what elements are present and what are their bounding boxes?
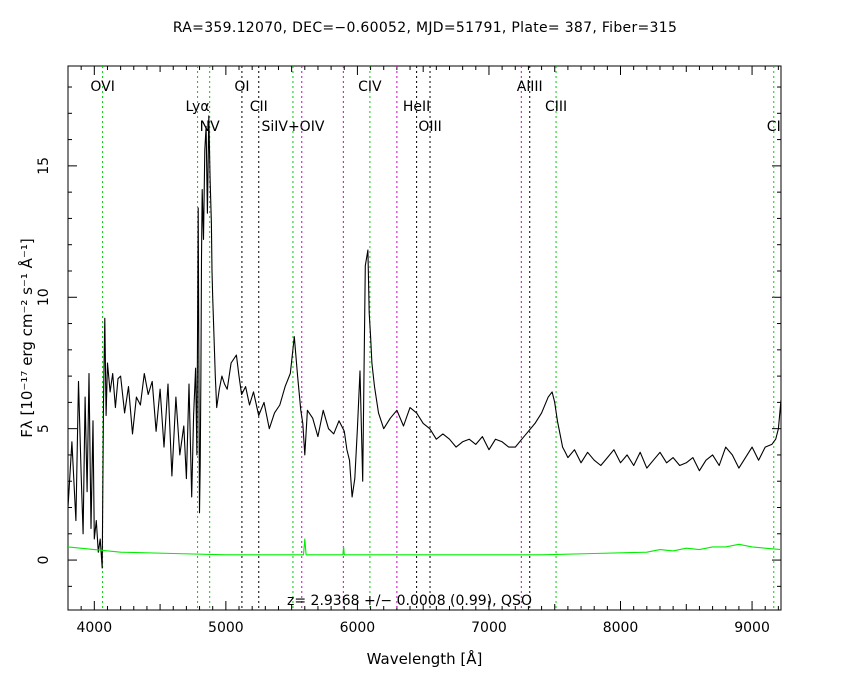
spectral-line-label: Lyα: [186, 99, 210, 115]
y-axis-label: Fλ [10⁻¹⁷ erg cm⁻² s⁻¹ Å⁻¹]: [17, 238, 36, 437]
redshift-annotation: z= 2.9368 +/− 0.0008 (0.99), QSO: [287, 593, 532, 609]
x-tick-label: 7000: [471, 620, 507, 636]
spectral-line-label: HeII: [403, 99, 430, 115]
spectral-line-label: SiIV+OIV: [261, 119, 324, 135]
y-tick-label: 0: [36, 556, 52, 565]
y-tick-label: 15: [36, 157, 52, 175]
spectral-line-label: CIV: [358, 79, 382, 95]
spectral-line-label: CIII: [545, 99, 567, 115]
x-axis-label: Wavelength [Å]: [367, 649, 483, 668]
y-tick-label: 5: [36, 424, 52, 433]
spectral-line-label: OI: [234, 79, 249, 95]
flux-series: [68, 115, 781, 569]
x-tick-label: 5000: [208, 620, 244, 636]
spectral-line-label: OVI: [90, 79, 114, 95]
error-series: [68, 538, 781, 556]
x-tick-label: 9000: [734, 620, 770, 636]
y-tick-label: 10: [36, 288, 52, 306]
plot-frame: [67, 65, 782, 611]
spectral-line-label: NV: [200, 119, 220, 135]
spectral-line-label: OIII: [418, 119, 441, 135]
spectral-line-label: AlIII: [517, 79, 543, 95]
x-tick-label: 8000: [603, 620, 639, 636]
spectral-line-label: CI: [767, 119, 781, 135]
x-tick-label: 6000: [340, 620, 376, 636]
series-group: [68, 115, 781, 569]
spectral-line-label: CII: [250, 99, 268, 115]
x-tick-label: 4000: [76, 620, 112, 636]
chart-title: RA=359.12070, DEC=−0.60052, MJD=51791, P…: [172, 20, 678, 36]
